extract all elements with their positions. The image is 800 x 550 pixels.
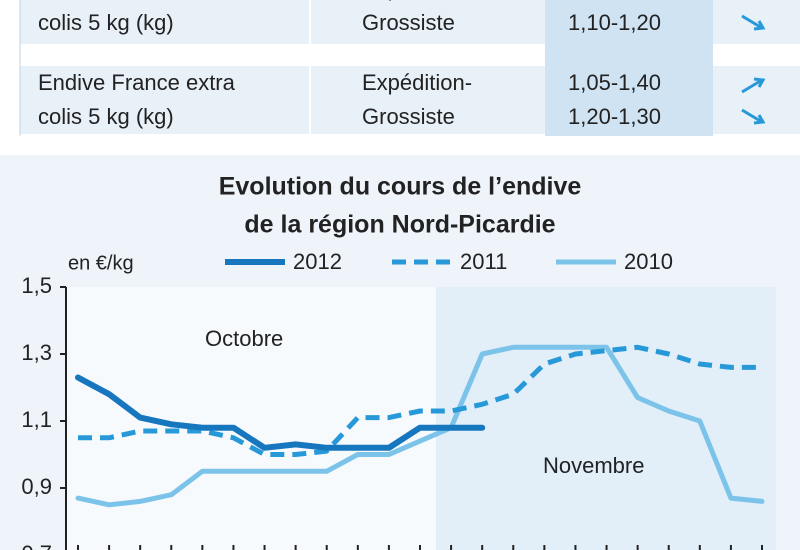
annotation: Octobre	[205, 326, 283, 351]
product: Endive France extra	[38, 70, 236, 95]
series-line	[78, 344, 762, 457]
series-line	[75, 344, 765, 508]
y-axis-label: en €/kg	[68, 252, 134, 274]
plot-right	[436, 287, 776, 550]
table: Endive France extra Expédition- 0,85-1,25 c…	[38, 0, 766, 129]
price: 0,85-1,25	[568, 0, 661, 1]
price: 1,10-1,20	[568, 10, 661, 35]
y-tick-label: 0,7	[21, 541, 52, 550]
product: colis 5 kg (kg)	[38, 10, 174, 35]
stage: Grossiste	[362, 10, 455, 35]
chart-title: de la région Nord-Picardie	[244, 211, 555, 239]
legend-label: 2010	[624, 249, 673, 274]
y-tick-label: 1,5	[21, 273, 52, 298]
chart: Evolution du cours de l’endive de la régi…	[21, 173, 776, 550]
product: colis 5 kg (kg)	[38, 104, 174, 129]
y-tick-label: 0,9	[21, 474, 52, 499]
series-line	[75, 374, 486, 451]
legend-label: 2011	[460, 249, 507, 274]
y-tick-label: 1,1	[21, 407, 52, 432]
legend-label: 2012	[293, 249, 342, 274]
product: Endive France extra	[38, 0, 236, 1]
price: 1,20-1,30	[568, 104, 661, 129]
stage: Expédition-	[362, 0, 472, 1]
arrow-up	[741, 77, 766, 94]
arrow-down	[741, 14, 766, 31]
arrow-down	[741, 108, 766, 125]
stage: Expédition-	[362, 70, 472, 95]
y-tick-label: 1,3	[21, 340, 52, 365]
price-column	[545, 0, 713, 136]
annotation: Novembre	[543, 453, 644, 478]
chart-title: Evolution du cours de l’endive	[219, 173, 582, 201]
stage: Grossiste	[362, 104, 455, 129]
price: 1,05-1,40	[568, 70, 661, 95]
